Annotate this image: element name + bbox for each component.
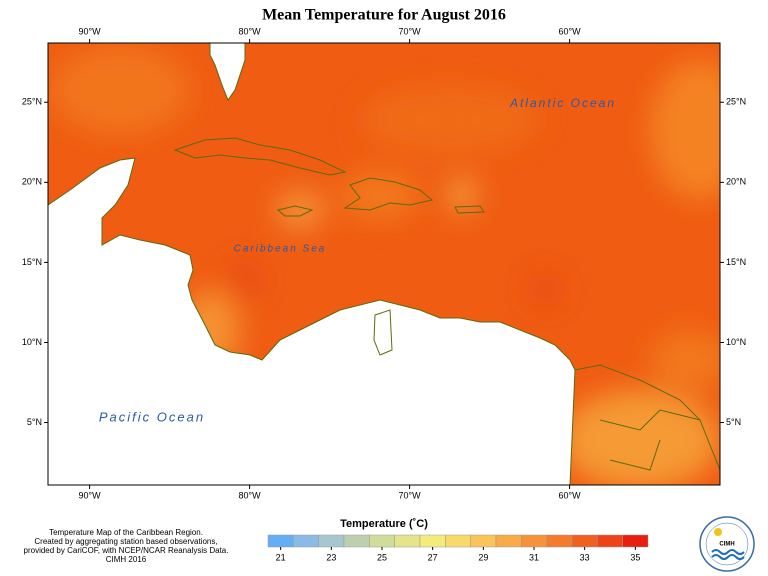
color-swatch [622,534,649,548]
x-tick-label: 70°W [399,26,422,36]
y-tick-label: 5°N [27,417,42,427]
x-tick-label: 60°W [559,490,582,500]
color-swatch [495,534,522,548]
logo: CIMH [699,516,755,572]
x-tick-label: 60°W [559,26,582,36]
colorbar-tick-label: 27 [428,552,438,562]
footnote: Temperature Map of the Caribbean Region.… [24,528,229,564]
y-tick-label: 15°N [726,257,746,267]
color-swatch [571,534,598,548]
color-swatch [394,534,421,548]
colorbar-tick-label: 33 [580,552,590,562]
x-tick-label: 80°W [239,490,262,500]
color-swatch [445,534,471,548]
map-field [48,43,720,485]
footnote-line: provided by CariCOF, with NCEP/NCAR Rean… [24,546,229,555]
map-title: Mean Temperature for August 2016 [262,7,506,24]
hispaniola [343,177,434,211]
y-tick-label: 25°N [726,97,746,107]
sea-label: Caribbean Sea [234,244,327,255]
guiana-coast [574,364,720,471]
map-frame [47,42,721,486]
colorbar-tick-label: 25 [377,552,387,562]
florida [209,43,246,102]
color-swatch [293,534,319,548]
color-swatch [521,534,547,548]
colorbar-tick-label: 29 [478,552,488,562]
maracaibo [373,309,393,356]
borders [599,409,701,471]
color-swatch [419,534,446,548]
cuba [173,137,347,176]
ocean-label: Atlantic Ocean [509,96,616,110]
footnote-line: Created by aggregating station based obs… [34,537,217,546]
color-swatch [267,534,294,548]
land-no-data [48,157,576,485]
puerto-rico [454,205,485,214]
jamaica [276,205,314,217]
y-tick-label: 10°N [726,337,746,347]
colorbar-tick-label: 31 [529,552,539,562]
footnote-line: Temperature Map of the Caribbean Region. [49,528,203,537]
color-swatch [597,534,623,548]
y-tick-label: 20°N [22,177,42,187]
x-tick-label: 70°W [399,490,422,500]
colorbar-title: Temperature (˚C) [340,518,428,530]
y-tick-label: 5°N [726,417,741,427]
color-swatch [546,534,573,548]
logo-text: CIMH [719,542,734,548]
x-tick-label: 90°W [79,26,102,36]
colorbar-tick-label: 23 [326,552,336,562]
y-tick-label: 10°N [22,337,42,347]
color-swatch [343,534,370,548]
color-swatch [470,534,497,548]
x-tick-label: 80°W [239,26,262,36]
color-swatch [369,534,395,548]
color-swatch [318,534,345,548]
y-tick-label: 15°N [22,257,42,267]
x-tick-label: 90°W [79,490,102,500]
colorbar-tick-label: 35 [630,552,640,562]
colorbar-tick-label: 21 [276,552,286,562]
y-tick-label: 20°N [726,177,746,187]
y-tick-label: 25°N [22,97,42,107]
ocean-label: Pacific Ocean [99,409,205,424]
footnote-line: CIMH 2016 [106,555,147,564]
